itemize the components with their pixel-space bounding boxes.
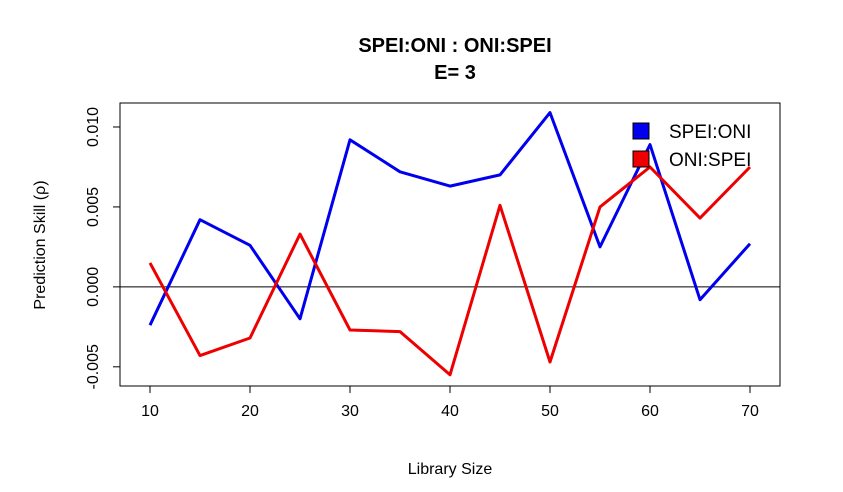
- series-line-oni-spei: [148, 165, 752, 377]
- legend-label: SPEI:ONI: [669, 122, 751, 143]
- x-tick-label: 60: [641, 403, 659, 420]
- x-tick-label: 70: [741, 403, 759, 420]
- x-tick-label: 20: [241, 403, 259, 420]
- series-line-spei-oni: [148, 111, 752, 326]
- x-tick-label: 40: [441, 403, 459, 420]
- legend-label: ONI:SPEI: [669, 150, 751, 171]
- x-axis-label: Library Size: [408, 461, 493, 478]
- plot-area: 10 20 30 40 50 60 70 -0.005 0.000 0.005 0.010: [85, 102, 781, 420]
- y-axis-label: Prediction Skill (ρ): [32, 180, 49, 309]
- chart-subtitle: E= 3: [434, 62, 476, 84]
- y-tick-label: 0.010: [85, 107, 102, 147]
- x-tick-label: 30: [341, 403, 359, 420]
- legend: SPEI:ONI ONI:SPEI: [632, 122, 751, 171]
- x-tick-label: 50: [541, 403, 559, 420]
- y-tick-label: 0.005: [85, 187, 102, 227]
- chart-title: SPEI:ONI : ONI:SPEI: [358, 35, 551, 57]
- x-tick-label: 10: [141, 403, 159, 420]
- y-tick-label: -0.005: [85, 344, 102, 389]
- legend-swatch: [632, 150, 650, 168]
- legend-swatch: [632, 122, 650, 140]
- y-tick-label: 0.000: [85, 267, 102, 307]
